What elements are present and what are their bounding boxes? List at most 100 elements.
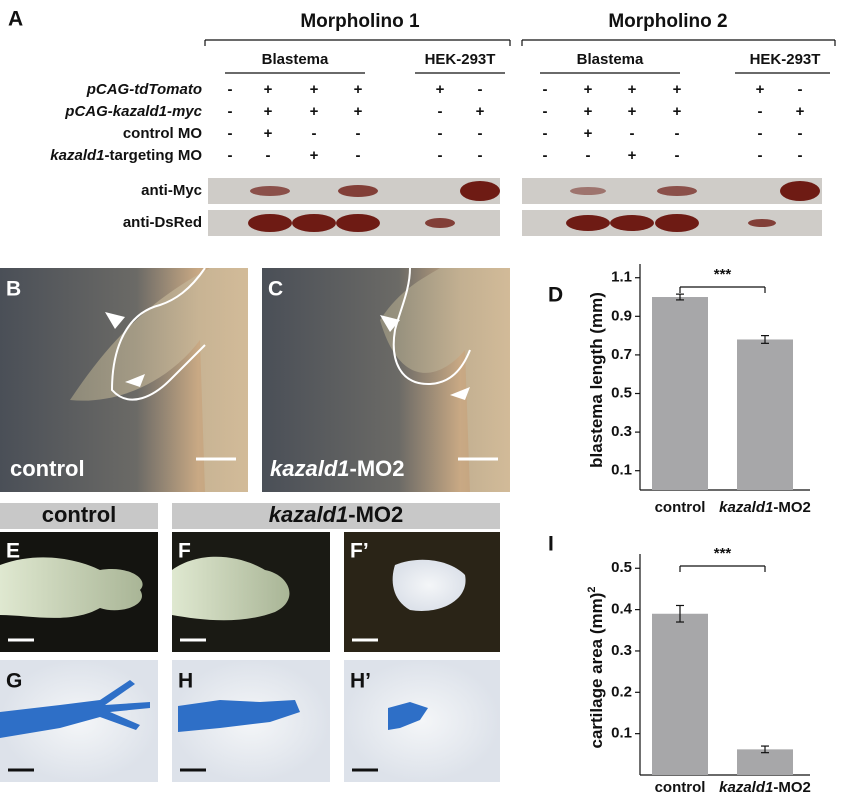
sign: +	[796, 103, 805, 120]
sign: +	[584, 103, 593, 120]
sign: -	[228, 103, 233, 120]
x-tick-label: control	[655, 779, 706, 796]
sign: -	[228, 147, 233, 164]
sign: -	[798, 81, 803, 98]
text-part: control	[10, 456, 85, 481]
bar	[737, 749, 793, 775]
sign: -	[228, 125, 233, 142]
x-tick-label: kazald1-MO2	[719, 499, 811, 516]
panel-label: B	[6, 278, 21, 301]
sign: +	[584, 125, 593, 142]
caption: kazald1-MO2	[270, 456, 405, 481]
header-bar	[0, 503, 158, 529]
blot-label: anti-Myc	[141, 182, 202, 199]
sign: -	[758, 147, 763, 164]
sign: +	[584, 81, 593, 98]
sign: +	[354, 103, 363, 120]
y-tick-label: 0.3	[611, 423, 632, 440]
sign: -	[438, 103, 443, 120]
sign: -	[438, 125, 443, 142]
sign: -	[675, 147, 680, 164]
sign: -	[478, 125, 483, 142]
text-part: blastema length (mm)	[587, 292, 606, 468]
y-tick-label: 0.9	[611, 307, 632, 324]
sign: -	[798, 125, 803, 142]
row-label: pCAG-kazald1-myc	[64, 103, 202, 120]
panel-label: H’	[350, 670, 371, 693]
subgroup-title: Blastema	[262, 51, 329, 68]
text-part: cartilage area (mm)	[587, 593, 606, 749]
row-label: kazald1-targeting MO	[50, 147, 202, 164]
y-tick-label: 0.1	[611, 725, 632, 742]
sign: -	[798, 147, 803, 164]
sign: +	[436, 81, 445, 98]
y-tick-label: 1.1	[611, 269, 632, 286]
y-axis-label: blastema length (mm)	[587, 292, 606, 468]
sign: +	[673, 103, 682, 120]
header-bar	[172, 503, 500, 529]
sign: -	[356, 125, 361, 142]
text-part: control	[655, 779, 706, 796]
y-tick-label: 0.5	[611, 559, 632, 576]
photo-h	[172, 660, 330, 782]
sign: +	[628, 81, 637, 98]
y-tick-label: 0.3	[611, 642, 632, 659]
y-tick-label: 0.1	[611, 462, 632, 479]
panel-label: G	[6, 670, 22, 693]
sign: -	[312, 125, 317, 142]
error-bar	[761, 335, 769, 344]
header: kazald1-MO2	[269, 502, 404, 527]
panel-label: D	[548, 284, 563, 307]
sign: +	[628, 103, 637, 120]
blot-bands	[248, 181, 820, 232]
photo-e	[0, 532, 158, 652]
y-axis-label: cartilage area (mm)2	[586, 586, 607, 748]
sign: -	[478, 147, 483, 164]
group-title: Morpholino 1	[300, 11, 420, 32]
text-part: -MO2	[773, 499, 811, 516]
photo-f	[172, 532, 330, 652]
panel-label: F’	[350, 540, 369, 563]
italic-part: kazald1	[270, 456, 350, 481]
sign: -	[758, 103, 763, 120]
panel-label: F	[178, 540, 191, 563]
sign: -	[543, 125, 548, 142]
blot-label: anti-DsRed	[123, 214, 202, 231]
sign: -	[543, 147, 548, 164]
sign: -	[543, 103, 548, 120]
photo-c	[262, 267, 510, 492]
y-tick-label: 0.7	[611, 346, 632, 363]
sign: +	[354, 81, 363, 98]
superscript: 2	[586, 586, 598, 592]
panel-label: A	[8, 8, 23, 31]
sign: -	[228, 81, 233, 98]
panel-label: E	[6, 540, 20, 563]
sign: -	[675, 125, 680, 142]
row-label: pCAG-tdTomato	[86, 81, 202, 98]
sign: +	[310, 147, 319, 164]
sign: +	[264, 125, 273, 142]
sign: +	[310, 103, 319, 120]
sign: +	[476, 103, 485, 120]
sign: +	[264, 81, 273, 98]
photo-b	[0, 267, 248, 492]
row-label: control MO	[123, 125, 202, 142]
italic-part: kazald1	[269, 502, 349, 527]
text-part: -MO2	[773, 779, 811, 796]
italic-part: kazald1	[719, 499, 773, 516]
header: control	[42, 502, 117, 527]
italic-part: pCAG-tdTomato	[86, 81, 202, 98]
text-part: -MO2	[350, 456, 405, 481]
italic-part: kazald1	[719, 779, 773, 796]
sign: -	[356, 147, 361, 164]
significance: ***	[714, 266, 732, 283]
panel-label: H	[178, 670, 193, 693]
bar	[737, 339, 793, 490]
sign: +	[628, 147, 637, 164]
photo-g	[0, 660, 158, 782]
error-bar	[676, 293, 684, 301]
bar	[652, 613, 708, 775]
italic-part: kazald1	[50, 147, 104, 164]
sign: -	[266, 147, 271, 164]
